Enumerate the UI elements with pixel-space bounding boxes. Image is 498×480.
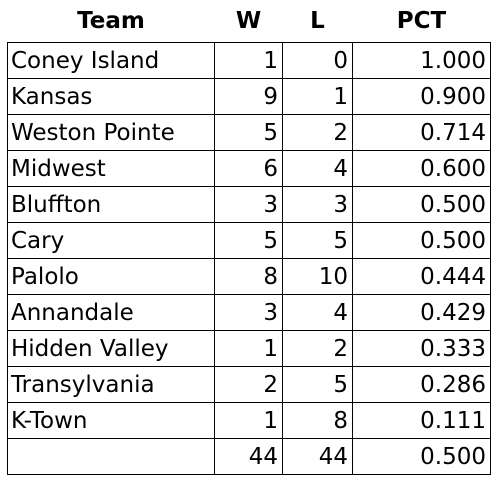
stat-cell: 3 — [214, 294, 283, 331]
total-cell: 44 — [214, 438, 283, 475]
table-row: Bluffton 3 3 0.500 — [7, 186, 491, 223]
stat-cell: 1 — [214, 402, 283, 439]
table-body: Coney Island 1 0 1.000 Kansas 9 1 0.900 Weston P… — [7, 42, 491, 475]
table-row: Annandale 3 4 0.429 — [7, 294, 491, 331]
stat-cell: 2 — [282, 114, 353, 151]
header-row: Team W L PCT — [7, 0, 491, 43]
stat-cell: 4 — [282, 294, 353, 331]
team-cell: Bluffton — [7, 186, 215, 223]
stat-cell: 5 — [214, 222, 283, 259]
table-row: Hidden Valley 1 2 0.333 — [7, 330, 491, 367]
table-row: Kansas 9 1 0.900 — [7, 78, 491, 115]
stat-cell: 3 — [214, 186, 283, 223]
stat-cell: 4 — [282, 150, 353, 187]
team-cell: K-Town — [7, 402, 215, 439]
team-cell: Cary — [7, 222, 215, 259]
stat-cell: 2 — [214, 366, 283, 403]
stat-cell: 0.429 — [352, 294, 491, 331]
column-header: PCT — [352, 0, 491, 43]
table-row: Transylvania 2 5 0.286 — [7, 366, 491, 403]
stat-cell: 2 — [282, 330, 353, 367]
column-header: W — [214, 0, 283, 43]
stat-cell: 1 — [214, 330, 283, 367]
stat-cell: 1 — [214, 42, 283, 79]
stat-cell: 9 — [214, 78, 283, 115]
table-row: Cary 5 5 0.500 — [7, 222, 491, 259]
stat-cell: 0.714 — [352, 114, 491, 151]
stat-cell: 0.600 — [352, 150, 491, 187]
totals-row: 44 44 0.500 — [7, 438, 491, 475]
stat-cell: 0.111 — [352, 402, 491, 439]
stat-cell: 0 — [282, 42, 353, 79]
team-cell: Hidden Valley — [7, 330, 215, 367]
team-cell: Midwest — [7, 150, 215, 187]
stat-cell: 0.444 — [352, 258, 491, 295]
stat-cell: 5 — [282, 222, 353, 259]
table-row: Palolo 8 10 0.444 — [7, 258, 491, 295]
standings-table: Team W L PCT Coney Island 1 0 1.000 Kansas 9 1 0.9… — [7, 0, 491, 475]
stat-cell: 1.000 — [352, 42, 491, 79]
table-row: Coney Island 1 0 1.000 — [7, 42, 491, 79]
total-cell: 0.500 — [352, 438, 491, 475]
team-cell: Kansas — [7, 78, 215, 115]
stat-cell: 6 — [214, 150, 283, 187]
stat-cell: 3 — [282, 186, 353, 223]
stat-cell: 0.333 — [352, 330, 491, 367]
column-header: Team — [7, 0, 215, 43]
table-row: Weston Pointe 5 2 0.714 — [7, 114, 491, 151]
stat-cell: 1 — [282, 78, 353, 115]
stat-cell: 0.500 — [352, 222, 491, 259]
table-row: K-Town 1 8 0.111 — [7, 402, 491, 439]
stat-cell: 0.900 — [352, 78, 491, 115]
column-header: L — [282, 0, 353, 43]
stat-cell: 0.286 — [352, 366, 491, 403]
total-cell: 44 — [282, 438, 353, 475]
stat-cell: 10 — [282, 258, 353, 295]
team-cell: Coney Island — [7, 42, 215, 79]
stat-cell: 8 — [282, 402, 353, 439]
team-cell: Transylvania — [7, 366, 215, 403]
team-cell: Weston Pointe — [7, 114, 215, 151]
table-row: Midwest 6 4 0.600 — [7, 150, 491, 187]
stat-cell: 5 — [214, 114, 283, 151]
stat-cell: 0.500 — [352, 186, 491, 223]
empty-cell — [7, 438, 215, 475]
team-cell: Annandale — [7, 294, 215, 331]
team-cell: Palolo — [7, 258, 215, 295]
stat-cell: 8 — [214, 258, 283, 295]
stat-cell: 5 — [282, 366, 353, 403]
